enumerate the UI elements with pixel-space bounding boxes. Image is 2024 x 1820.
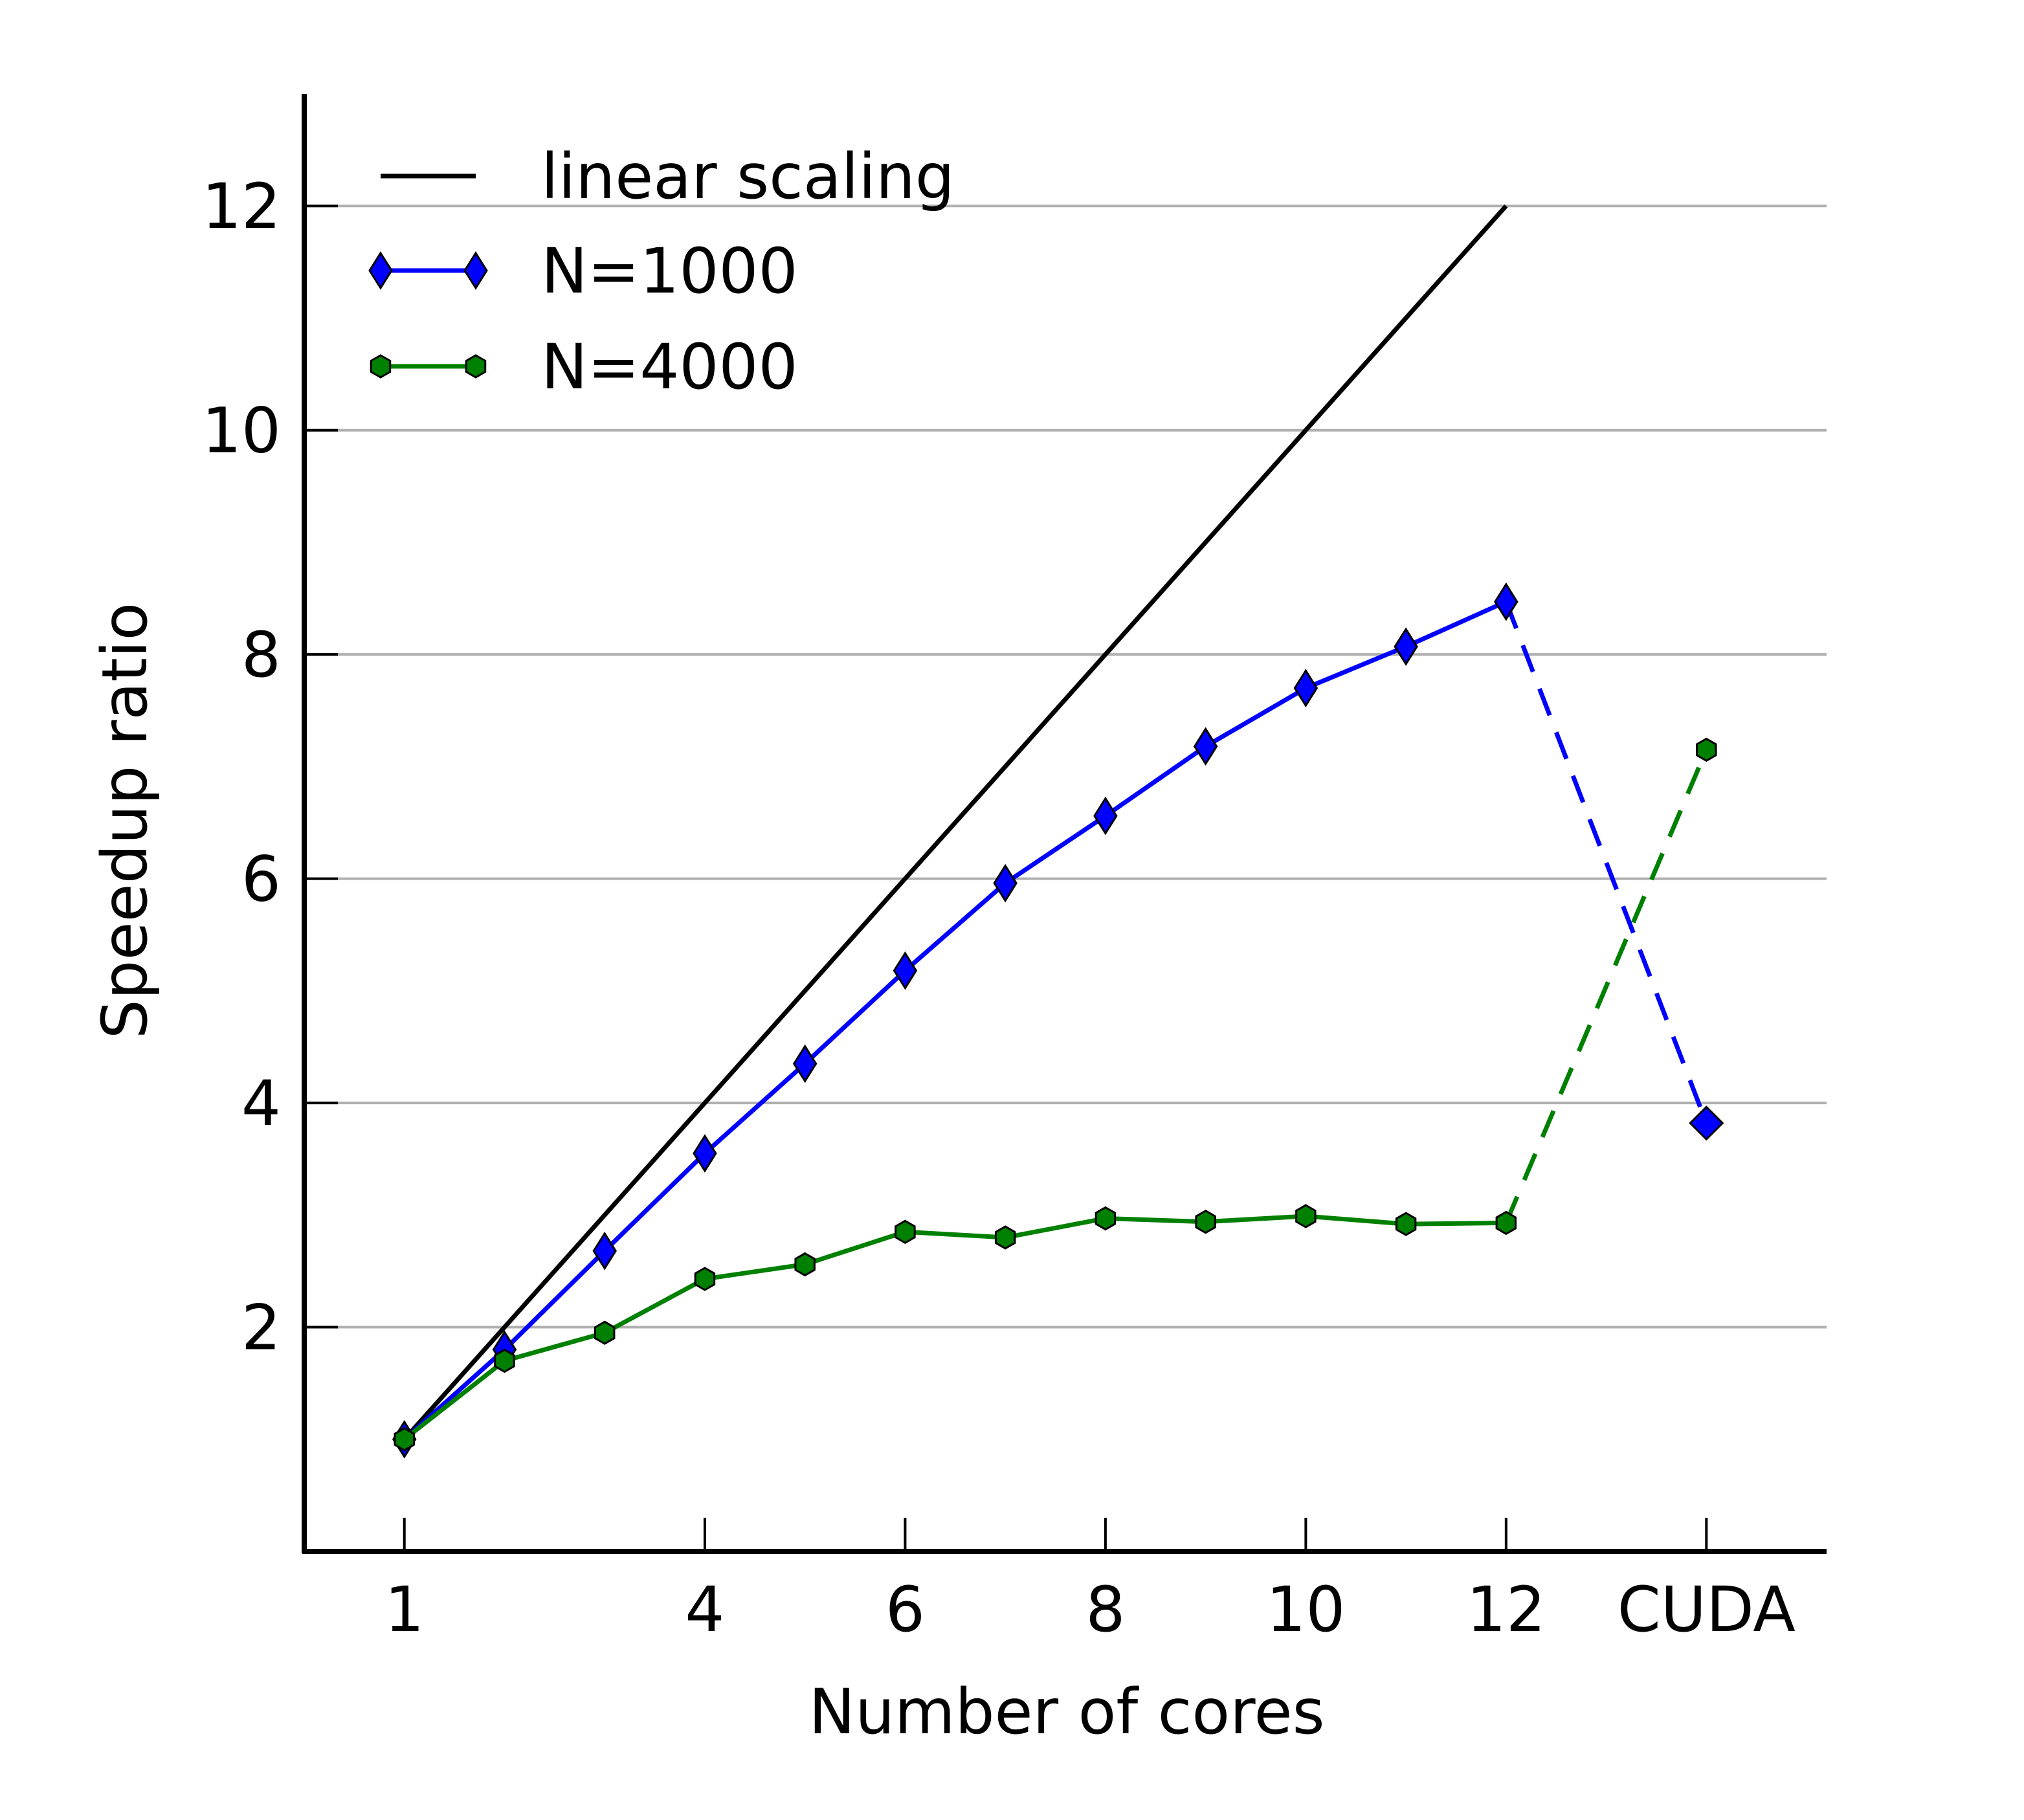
y-tick-label: 6 (241, 843, 281, 916)
y-tick-label: 10 (202, 395, 281, 467)
series-cuda-dashed-1 (1504, 601, 1709, 1124)
y-tick-label: 4 (241, 1067, 281, 1140)
x-axis-label: Number of cores (808, 1676, 1324, 1748)
y-tick-label: 2 (241, 1292, 281, 1364)
data-point-n4000-cuda (1696, 737, 1717, 762)
y-tick-label: 8 (241, 619, 281, 691)
data-point-n1000 (1394, 627, 1418, 666)
x-tick-label: CUDA (1618, 1573, 1796, 1646)
legend-marker-2 (370, 354, 392, 379)
data-point-n1000 (993, 863, 1018, 903)
data-point-n4000 (594, 1320, 616, 1345)
series-line-1 (403, 599, 1507, 1441)
data-point-n1000 (1494, 582, 1518, 621)
data-point-n4000 (1395, 1212, 1417, 1236)
legend: linear scaling N=1000 N=4000 (368, 140, 955, 403)
data-point-n4000 (1295, 1204, 1317, 1228)
x-tick-label: 4 (685, 1573, 724, 1646)
series-line-0 (403, 204, 1508, 1441)
y-axis-label: Speedup ratio (89, 603, 161, 1039)
legend-label-1: N=1000 (541, 235, 798, 307)
data-point-n1000 (792, 1044, 817, 1083)
data-point-n4000 (994, 1225, 1016, 1250)
data-point-n4000 (1495, 1210, 1517, 1236)
data-point-n4000 (394, 1427, 415, 1452)
x-tick-label: 1 (384, 1573, 424, 1646)
data-point-n1000 (592, 1231, 617, 1271)
legend-marker-1 (368, 251, 393, 290)
data-point-n1000 (1193, 727, 1218, 766)
legend-marker-1 (463, 251, 488, 290)
data-point-n4000 (694, 1267, 716, 1291)
x-tick-label: 8 (1085, 1573, 1125, 1646)
data-point-n4000 (494, 1348, 515, 1373)
series-cuda-dashed-2 (1504, 749, 1709, 1224)
data-point-n4000 (895, 1219, 916, 1245)
data-point-n4000 (794, 1252, 816, 1277)
x-tick-label: 10 (1266, 1573, 1345, 1646)
axes (302, 94, 1827, 1554)
grid-lines (304, 205, 1827, 1329)
data-point-n1000-cuda (1689, 1105, 1724, 1141)
series-line-2 (403, 1214, 1506, 1441)
data-point-n1000 (1093, 796, 1118, 836)
legend-label-0: linear scaling (541, 140, 955, 213)
x-tick-label: 12 (1467, 1573, 1546, 1646)
legend-label-2: N=4000 (541, 331, 798, 403)
x-tick-label: 6 (885, 1573, 925, 1646)
data-point-n4000 (1095, 1206, 1117, 1231)
legend-marker-2 (465, 354, 487, 379)
markers (392, 582, 1724, 1459)
data-point-n1000 (693, 1134, 717, 1173)
y-tick-label: 12 (202, 170, 281, 243)
series-lines (403, 204, 1709, 1441)
data-point-n1000 (893, 951, 918, 990)
data-point-n4000 (1195, 1209, 1216, 1234)
data-point-n1000 (1293, 669, 1318, 707)
